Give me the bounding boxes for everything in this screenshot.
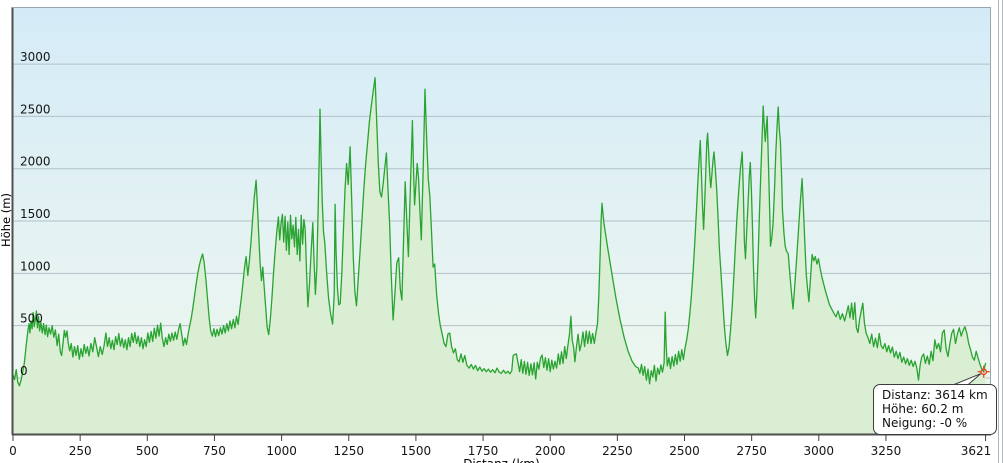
x-tick-label-2750: 2750	[736, 444, 767, 458]
tooltip-elevation: Höhe: 60.2 m	[882, 402, 964, 416]
x-tick-label-3621: 3621	[961, 444, 992, 458]
x-tick-label-250: 250	[69, 444, 92, 458]
y-tick-label-2000: 2000	[20, 155, 51, 169]
y-tick-label-500: 500	[20, 312, 43, 326]
x-tick-label-0: 0	[9, 444, 17, 458]
hover-tooltip: Distanz: 3614 km Höhe: 60.2 m Neigung: -…	[873, 384, 997, 435]
x-tick-label-1750: 1750	[468, 444, 499, 458]
y-tick-label-3000: 3000	[20, 50, 51, 64]
x-tick-label-3000: 3000	[804, 444, 835, 458]
tooltip-grade: Neigung: -0 %	[882, 416, 968, 430]
x-tick-label-3250: 3250	[871, 444, 902, 458]
x-tick-label-2250: 2250	[602, 444, 633, 458]
crosshair-dot	[982, 370, 985, 373]
y-tick-label-2500: 2500	[20, 102, 51, 116]
x-axis-title: Distanz (km)	[12, 457, 991, 463]
crosshair-ring	[980, 368, 988, 376]
y-tick-label-0: 0	[20, 364, 28, 378]
y-axis-title: Höhe (m)	[0, 193, 13, 247]
x-tick-label-750: 750	[203, 444, 226, 458]
x-axis-title-text: Distanz (km)	[463, 457, 540, 463]
x-tick-label-1500: 1500	[401, 444, 432, 458]
tooltip-distance: Distanz: 3614 km	[882, 388, 988, 402]
x-tick-label-1250: 1250	[333, 444, 364, 458]
y-tick-label-1000: 1000	[20, 259, 51, 273]
y-tick-label-1500: 1500	[20, 207, 51, 221]
position-marker-icon[interactable]	[977, 365, 990, 378]
x-tick-label-1000: 1000	[266, 444, 297, 458]
x-tick-label-500: 500	[136, 444, 159, 458]
elevation-line	[13, 77, 987, 387]
x-tick-label-2000: 2000	[535, 444, 566, 458]
x-tick-label-2500: 2500	[669, 444, 700, 458]
